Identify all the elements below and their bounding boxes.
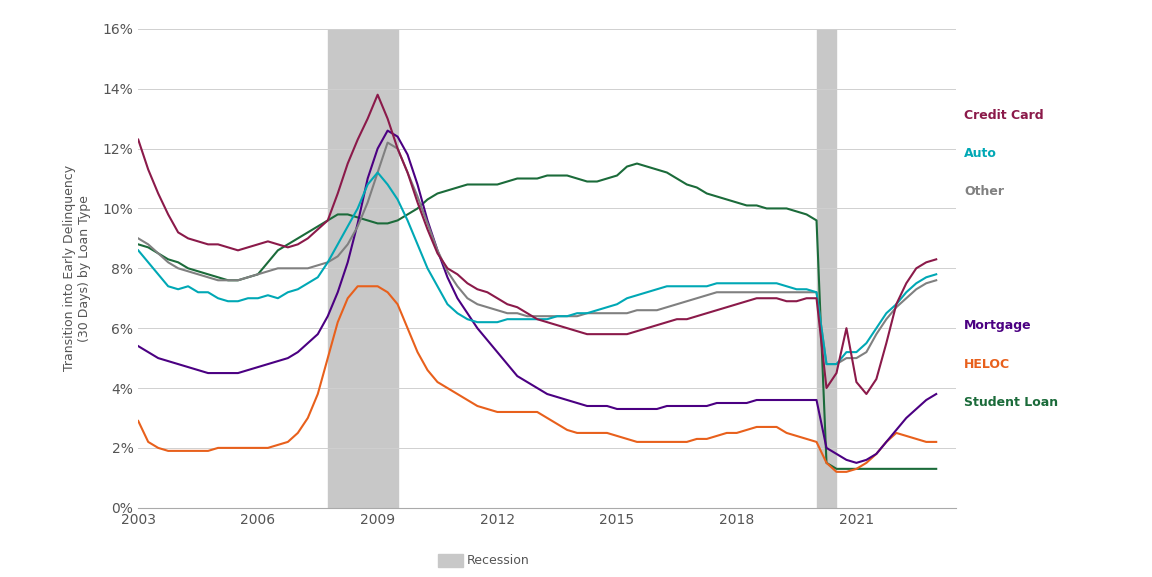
Bar xyxy=(328,29,397,508)
Text: Recession: Recession xyxy=(467,554,529,567)
Bar xyxy=(817,29,836,508)
Text: Credit Card: Credit Card xyxy=(964,108,1044,122)
Y-axis label: Transition into Early Delinquency
(30 Days) by Loan Type: Transition into Early Delinquency (30 Da… xyxy=(63,165,91,372)
Text: Other: Other xyxy=(964,185,1005,198)
Text: Student Loan: Student Loan xyxy=(964,396,1059,409)
Text: Mortgage: Mortgage xyxy=(964,319,1032,332)
Text: Auto: Auto xyxy=(964,147,998,160)
Text: HELOC: HELOC xyxy=(964,358,1010,370)
